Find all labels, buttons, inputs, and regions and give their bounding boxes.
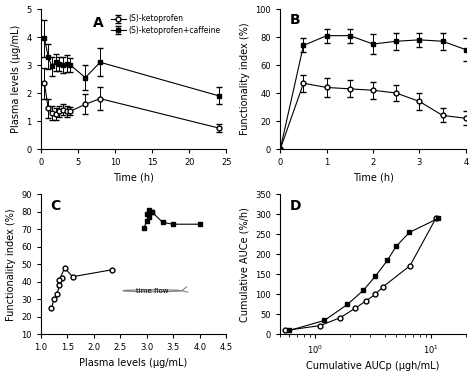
Text: A: A bbox=[93, 16, 103, 30]
Text: C: C bbox=[50, 199, 60, 213]
Y-axis label: Functionality index (%): Functionality index (%) bbox=[6, 208, 16, 321]
Text: D: D bbox=[290, 199, 301, 213]
X-axis label: Plasma levels (μg/mL): Plasma levels (μg/mL) bbox=[80, 358, 188, 368]
Text: time flow: time flow bbox=[136, 288, 168, 294]
Text: B: B bbox=[290, 13, 300, 27]
X-axis label: Time (h): Time (h) bbox=[353, 173, 393, 182]
Y-axis label: Functionality index (%): Functionality index (%) bbox=[240, 23, 250, 135]
X-axis label: Time (h): Time (h) bbox=[113, 173, 154, 182]
Legend: (S)-ketoprofen, (S)-ketoprofen+caffeine: (S)-ketoprofen, (S)-ketoprofen+caffeine bbox=[109, 13, 222, 36]
X-axis label: Cumulative AUCp (μgh/mL): Cumulative AUCp (μgh/mL) bbox=[306, 362, 440, 371]
Y-axis label: Cumulative AUCe (%/h): Cumulative AUCe (%/h) bbox=[240, 207, 250, 322]
Y-axis label: Plasma levels (μg/mL): Plasma levels (μg/mL) bbox=[11, 25, 21, 133]
